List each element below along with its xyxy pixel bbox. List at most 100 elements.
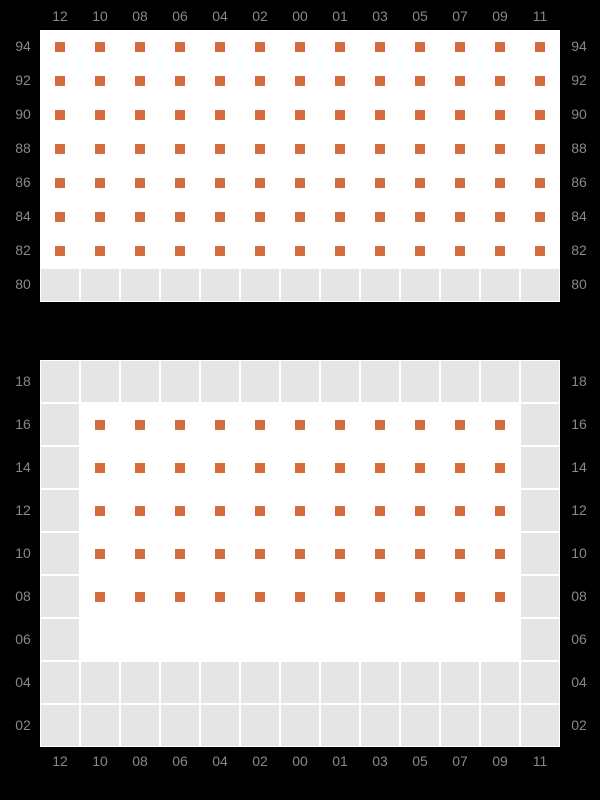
seat-cell[interactable] (440, 166, 480, 200)
seat-cell[interactable] (40, 234, 80, 268)
seat-cell[interactable] (160, 234, 200, 268)
seat-cell[interactable] (320, 446, 360, 489)
seat-cell[interactable] (480, 532, 520, 575)
seat-cell[interactable] (320, 166, 360, 200)
seat-cell[interactable] (160, 200, 200, 234)
seat-cell[interactable] (240, 132, 280, 166)
seat-cell[interactable] (200, 64, 240, 98)
seat-cell[interactable] (360, 489, 400, 532)
seat-cell[interactable] (320, 489, 360, 532)
seat-cell[interactable] (80, 132, 120, 166)
seat-cell[interactable] (520, 98, 560, 132)
seat-cell[interactable] (320, 575, 360, 618)
seat-cell[interactable] (520, 132, 560, 166)
seat-cell[interactable] (480, 200, 520, 234)
seat-cell[interactable] (80, 489, 120, 532)
seat-cell[interactable] (200, 532, 240, 575)
seat-cell[interactable] (360, 200, 400, 234)
seat-cell[interactable] (240, 446, 280, 489)
seat-cell[interactable] (320, 200, 360, 234)
seat-cell[interactable] (320, 132, 360, 166)
seat-cell[interactable] (360, 234, 400, 268)
seat-cell[interactable] (480, 64, 520, 98)
seat-cell[interactable] (520, 234, 560, 268)
seat-cell[interactable] (520, 64, 560, 98)
seat-cell[interactable] (240, 489, 280, 532)
seat-cell[interactable] (160, 166, 200, 200)
seat-cell[interactable] (360, 98, 400, 132)
seat-cell[interactable] (280, 489, 320, 532)
seat-cell[interactable] (400, 98, 440, 132)
seat-cell[interactable] (80, 446, 120, 489)
seat-cell[interactable] (440, 489, 480, 532)
seat-cell[interactable] (400, 30, 440, 64)
seat-cell[interactable] (440, 446, 480, 489)
seat-cell[interactable] (280, 132, 320, 166)
seat-cell[interactable] (40, 98, 80, 132)
seat-cell[interactable] (440, 403, 480, 446)
seat-cell[interactable] (320, 98, 360, 132)
seat-cell[interactable] (200, 234, 240, 268)
seat-cell[interactable] (240, 575, 280, 618)
seat-cell[interactable] (240, 98, 280, 132)
seat-cell[interactable] (160, 489, 200, 532)
seat-cell[interactable] (160, 30, 200, 64)
seat-cell[interactable] (160, 446, 200, 489)
seat-cell[interactable] (120, 234, 160, 268)
seat-cell[interactable] (240, 30, 280, 64)
seat-cell[interactable] (200, 446, 240, 489)
seat-cell[interactable] (360, 166, 400, 200)
seat-cell[interactable] (400, 575, 440, 618)
seat-cell[interactable] (120, 489, 160, 532)
seat-cell[interactable] (80, 575, 120, 618)
seat-cell[interactable] (160, 98, 200, 132)
seat-cell[interactable] (80, 64, 120, 98)
seat-cell[interactable] (240, 234, 280, 268)
seat-cell[interactable] (400, 64, 440, 98)
seat-cell[interactable] (440, 132, 480, 166)
seat-cell[interactable] (360, 403, 400, 446)
seat-cell[interactable] (240, 532, 280, 575)
seat-cell[interactable] (400, 132, 440, 166)
seat-cell[interactable] (160, 132, 200, 166)
seat-cell[interactable] (440, 200, 480, 234)
seat-cell[interactable] (280, 575, 320, 618)
seat-cell[interactable] (120, 403, 160, 446)
seat-cell[interactable] (520, 30, 560, 64)
seat-cell[interactable] (280, 532, 320, 575)
seat-cell[interactable] (280, 30, 320, 64)
seat-cell[interactable] (80, 234, 120, 268)
seat-cell[interactable] (360, 30, 400, 64)
seat-cell[interactable] (400, 532, 440, 575)
seat-cell[interactable] (320, 234, 360, 268)
seat-cell[interactable] (280, 166, 320, 200)
seat-cell[interactable] (80, 98, 120, 132)
seat-cell[interactable] (400, 403, 440, 446)
seat-cell[interactable] (400, 166, 440, 200)
seat-cell[interactable] (480, 403, 520, 446)
seat-cell[interactable] (240, 64, 280, 98)
seat-cell[interactable] (200, 403, 240, 446)
seat-cell[interactable] (480, 446, 520, 489)
seat-cell[interactable] (160, 532, 200, 575)
seat-cell[interactable] (240, 166, 280, 200)
seat-cell[interactable] (240, 403, 280, 446)
seat-cell[interactable] (400, 489, 440, 532)
seat-cell[interactable] (360, 532, 400, 575)
seat-cell[interactable] (400, 200, 440, 234)
seat-cell[interactable] (440, 98, 480, 132)
seat-cell[interactable] (200, 132, 240, 166)
seat-cell[interactable] (520, 200, 560, 234)
seat-cell[interactable] (80, 403, 120, 446)
seat-cell[interactable] (200, 489, 240, 532)
seat-cell[interactable] (120, 575, 160, 618)
seat-cell[interactable] (320, 30, 360, 64)
seat-cell[interactable] (40, 200, 80, 234)
seat-cell[interactable] (280, 200, 320, 234)
seat-cell[interactable] (200, 166, 240, 200)
seat-cell[interactable] (440, 64, 480, 98)
seat-cell[interactable] (80, 30, 120, 64)
seat-cell[interactable] (120, 132, 160, 166)
seat-cell[interactable] (120, 98, 160, 132)
seat-cell[interactable] (280, 403, 320, 446)
